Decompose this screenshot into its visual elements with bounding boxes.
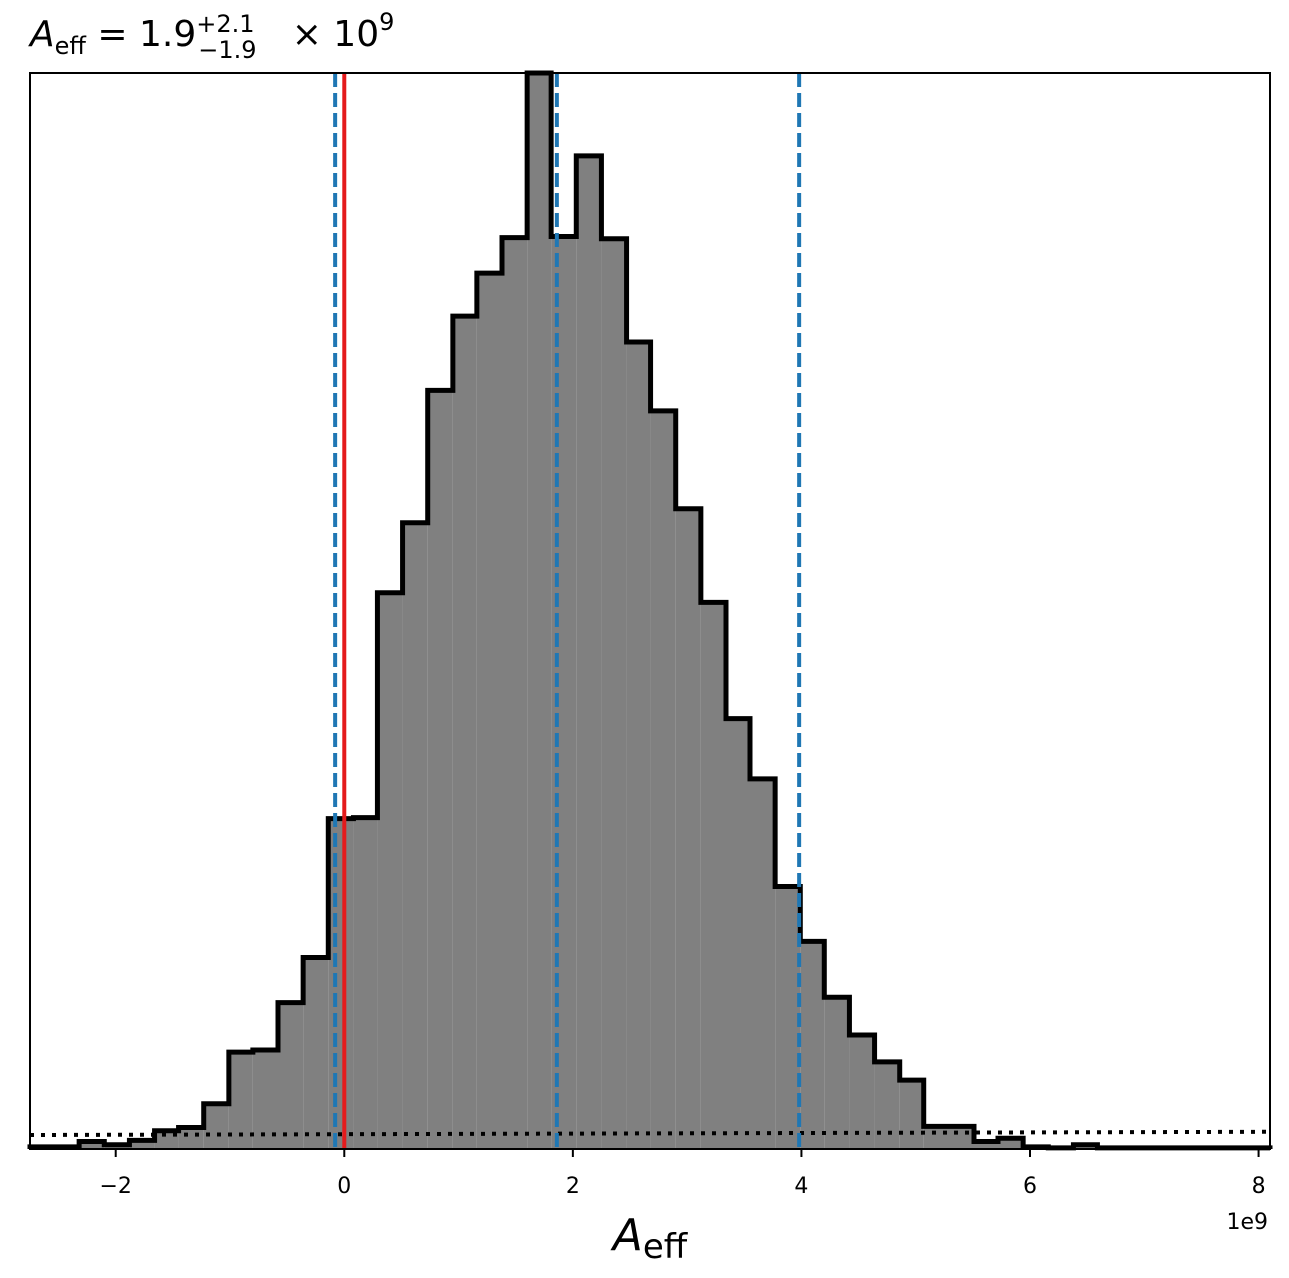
histogram-bar: [874, 1061, 900, 1149]
histogram-bar: [79, 1141, 105, 1149]
histogram-bar: [328, 818, 354, 1149]
histogram-bar: [278, 1002, 304, 1149]
x-tick-label: 4: [794, 1174, 808, 1199]
histogram-bar: [923, 1126, 974, 1149]
histogram-bar: [129, 1140, 155, 1149]
histogram-bar: [576, 155, 602, 1150]
histogram-bar: [650, 410, 676, 1149]
histogram-bar: [527, 73, 552, 1149]
histogram-bar: [775, 886, 801, 1149]
histogram-bar: [675, 508, 701, 1149]
histogram-bar: [726, 718, 750, 1149]
x-tick-label: −2: [99, 1174, 131, 1199]
histogram-bar: [402, 522, 428, 1149]
histogram-bar: [998, 1138, 1024, 1149]
x-tick-label: 8: [1252, 1174, 1266, 1199]
histogram-bar: [849, 1034, 875, 1149]
histogram-bar: [476, 273, 502, 1149]
histogram-bar: [178, 1127, 204, 1149]
histogram-bar: [626, 342, 651, 1149]
x-tick-label: 2: [566, 1174, 580, 1199]
histogram-bar: [700, 602, 726, 1149]
histogram-bars: [27, 70, 1273, 1151]
histogram-bar: [899, 1080, 924, 1149]
histogram-bar: [303, 957, 329, 1149]
x-tick-label: 0: [337, 1174, 351, 1199]
x-axis-label: Aeff: [610, 1210, 689, 1267]
histogram-bar: [203, 1103, 229, 1149]
histogram-bar: [800, 941, 825, 1149]
histogram-bar: [427, 390, 453, 1149]
histogram-bar: [750, 778, 776, 1149]
histogram-bar: [601, 238, 627, 1150]
histogram-bar: [377, 592, 403, 1149]
x-axis-ticks: −2 0 2 4 6 8: [99, 1149, 1266, 1199]
histogram-outline: [27, 70, 1273, 1151]
histogram-bar: [154, 1130, 179, 1149]
chart-title: Aeff = 1.9+2.1 −1.9 × 109: [28, 8, 394, 64]
plot-frame: [29, 72, 1271, 1150]
histogram-bar: [502, 237, 528, 1150]
histogram-bar: [353, 817, 378, 1149]
histogram-bar: [824, 997, 850, 1149]
x-axis-offset-text: 1e9: [1226, 1210, 1268, 1235]
reference-lines: [29, 73, 1271, 1149]
histogram-bar: [974, 1141, 998, 1149]
histogram-bar: [452, 316, 477, 1149]
x-tick-label: 6: [1023, 1174, 1037, 1199]
